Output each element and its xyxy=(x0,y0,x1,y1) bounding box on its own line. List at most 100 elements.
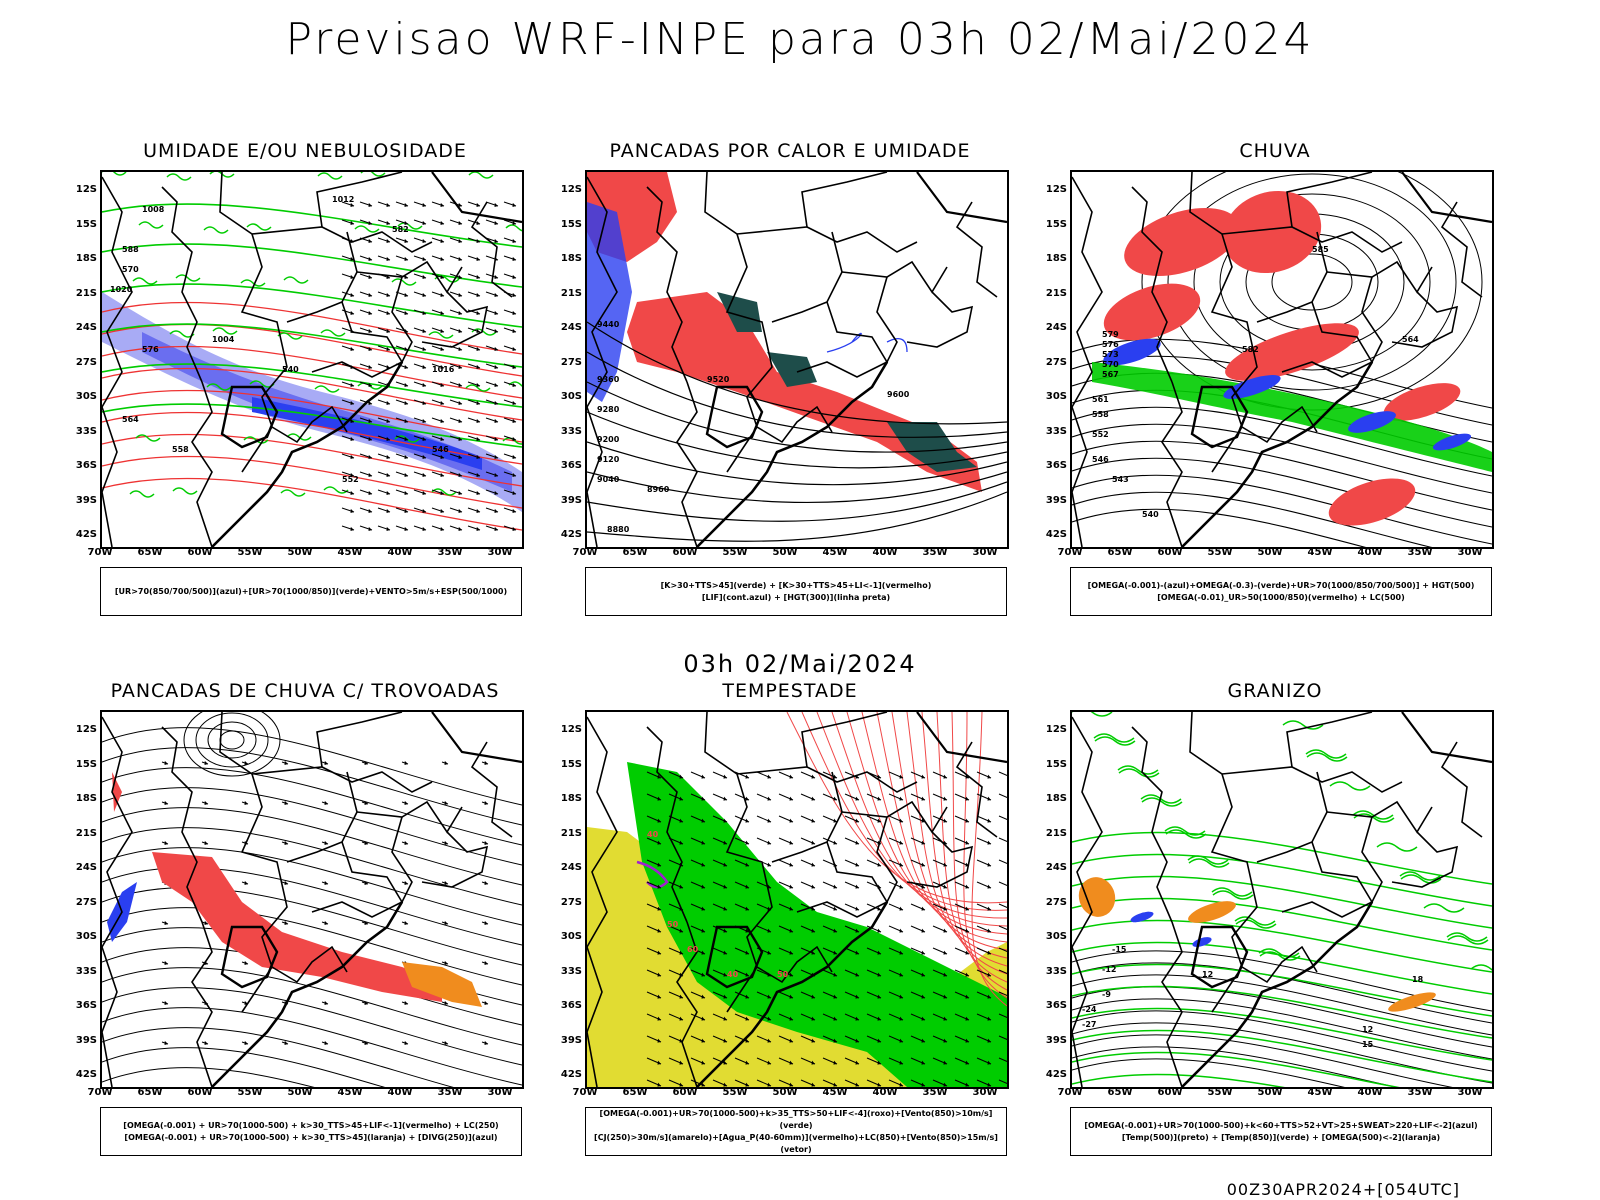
wind-vector xyxy=(998,969,1007,974)
streamline-arrow xyxy=(281,1040,289,1045)
wind-arrow xyxy=(503,255,517,261)
wind-vector xyxy=(778,903,794,911)
wind-arrow xyxy=(431,273,445,279)
lat-tick-label: 42S xyxy=(75,1069,97,1080)
border-line xyxy=(876,816,898,903)
map-panel: PANCADAS DE CHUVA C/ TROVOADAS 12S 15S 18S 2… xyxy=(70,680,540,1160)
streamline-arrow xyxy=(441,800,449,805)
lat-tick-label: 21S xyxy=(1045,287,1067,299)
lifted-index-area xyxy=(587,202,632,402)
streamline-arrow xyxy=(321,840,329,845)
lon-tick-label: 65W xyxy=(1107,547,1133,558)
precip-water-contour xyxy=(846,712,1007,935)
legend-box: [OMEGA(-0.001)+UR>70(1000-500)+k>35_TTS>… xyxy=(585,1107,1007,1156)
border-line xyxy=(356,800,463,834)
temp-850-contour xyxy=(1258,948,1300,958)
contour-label: 570 xyxy=(122,265,139,274)
wind-vector xyxy=(778,859,794,867)
map-area: 9600 9520 9440 9360 9280 9200 9120 9040 8960 8880 xyxy=(585,170,1009,549)
lat-tick-label: 15S xyxy=(75,758,97,770)
wind-arrow xyxy=(413,453,427,459)
map-area: 585 582 579 576 573 570 567 564 561 558 552 546 543 5… xyxy=(1070,170,1494,549)
wind-vector xyxy=(844,881,860,889)
wind-vector xyxy=(800,859,816,867)
contour-label: 573 xyxy=(1102,350,1119,359)
lat-tick-label: 18S xyxy=(1045,793,1067,804)
lon-tick-label: 60W xyxy=(1157,1087,1183,1098)
border-line xyxy=(191,921,213,1087)
wind-vector xyxy=(734,771,750,779)
height-contour xyxy=(1072,440,1492,511)
contour-label: 543 xyxy=(1112,475,1129,484)
border-line xyxy=(1391,831,1459,888)
temp-850-contour xyxy=(1352,810,1394,820)
height-contour xyxy=(587,351,1007,438)
wind-vector xyxy=(954,947,970,955)
wind-arrow xyxy=(359,327,373,333)
wind-arrow xyxy=(431,309,445,315)
streamline-arrow xyxy=(441,960,449,965)
border-line xyxy=(1189,712,1258,1013)
streamline-arrow xyxy=(321,1040,329,1045)
wind-arrow xyxy=(341,273,355,279)
panel-title: PANCADAS POR CALOR E UMIDADE xyxy=(609,140,971,162)
humidity-contour xyxy=(277,332,303,340)
border-line xyxy=(470,201,513,298)
wind-vector xyxy=(866,859,882,867)
humidity-contour xyxy=(246,223,272,231)
contour-label: 18 xyxy=(1412,975,1424,984)
lat-tick-label: 33S xyxy=(1045,965,1067,977)
lon-tick-label: 45W xyxy=(337,1087,363,1098)
precip-area-blue xyxy=(1348,411,1396,433)
wind-vector xyxy=(932,969,948,977)
lon-tick-label: 45W xyxy=(822,1087,848,1098)
coastline xyxy=(211,901,404,1087)
lon-tick-label: 70W xyxy=(87,547,113,558)
wind-arrow xyxy=(413,255,427,261)
wind-arrow xyxy=(413,345,427,351)
height-contour xyxy=(587,441,1007,486)
height-contour xyxy=(587,381,1007,453)
wind-vector xyxy=(712,881,728,889)
thickness-line xyxy=(102,367,522,421)
border-line xyxy=(1241,405,1318,444)
wind-vector xyxy=(888,947,904,955)
border-line xyxy=(219,712,288,1013)
wind-vector xyxy=(910,859,926,867)
streamline-arrow xyxy=(361,880,369,885)
legend-box: [OMEGA(-0.001)+UR>70(1000-500)+k<60+TTS>… xyxy=(1070,1107,1492,1156)
wind-vector xyxy=(822,837,838,845)
wind-arrow xyxy=(431,381,445,387)
wind-vector xyxy=(690,1057,706,1065)
border-line xyxy=(391,276,413,363)
streamline-arrow xyxy=(281,920,289,925)
temp-500-contour xyxy=(1072,1034,1453,1087)
wind-vector xyxy=(976,837,992,845)
lon-tick-label: 60W xyxy=(672,1087,698,1098)
wind-vector xyxy=(800,947,816,955)
lat-tick-label: 18S xyxy=(560,793,582,804)
temp-850-contour xyxy=(1399,871,1441,881)
thickness-line xyxy=(102,411,522,465)
wind-arrow xyxy=(395,399,409,405)
contour-label: 12 xyxy=(1202,970,1213,979)
wind-vector xyxy=(888,925,904,933)
streamline-arrow xyxy=(201,800,209,805)
wind-vector xyxy=(734,793,750,801)
wind-arrow xyxy=(413,507,427,513)
wind-arrow xyxy=(341,309,355,315)
panel-title: UMIDADE E/OU NEBULOSIDADE xyxy=(143,140,467,162)
wind-vector xyxy=(778,837,794,845)
instability-area xyxy=(627,292,982,492)
map-panel: PANCADAS POR CALOR E UMIDADE 12S 15S 18S 21S… xyxy=(555,140,1025,620)
wind-vector xyxy=(822,903,838,911)
panel-title: CHUVA xyxy=(1239,140,1311,162)
lat-tick-label: 15S xyxy=(1045,218,1067,230)
wind-vector xyxy=(756,815,772,823)
wind-vector xyxy=(822,881,838,889)
coastline-north xyxy=(1401,712,1492,764)
border-line xyxy=(1440,201,1483,298)
border-line xyxy=(102,716,133,1087)
lon-tick-label: 30W xyxy=(487,1087,513,1098)
lat-tick-label: 21S xyxy=(75,827,97,839)
